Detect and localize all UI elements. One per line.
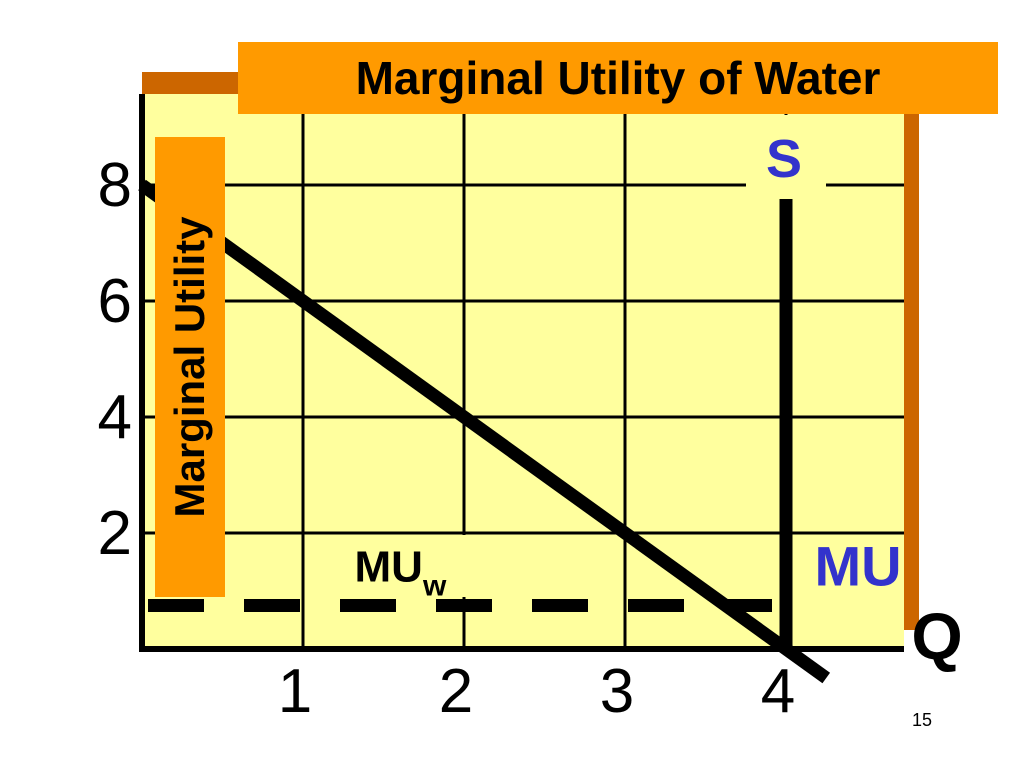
muw-label-main: MU xyxy=(355,543,423,592)
mu-curve xyxy=(138,179,831,684)
x-axis-label: Q xyxy=(911,599,962,673)
muw-label-subscript: w xyxy=(422,570,447,603)
frame-shadow-right xyxy=(903,110,919,630)
y-tick-label-4: 4 xyxy=(98,383,132,452)
title-box: Marginal Utility of Water xyxy=(238,42,998,114)
mu-curve-label: MU xyxy=(814,535,901,598)
supply-label: S xyxy=(766,129,802,189)
x-tick-label-2: 2 xyxy=(439,657,473,726)
supply-label-backdrop xyxy=(746,115,826,199)
frame-shadow-top xyxy=(142,72,242,94)
tick-labels: 1 2 3 4 2 4 6 8 xyxy=(98,151,796,726)
muw-label: MUw xyxy=(355,543,447,603)
x-tick-label-1: 1 xyxy=(278,657,312,726)
y-axis-label-box: Marginal Utility xyxy=(155,137,225,597)
axes xyxy=(139,94,904,652)
y-axis-label: Marginal Utility xyxy=(166,216,213,518)
y-tick-label-2: 2 xyxy=(98,499,132,568)
x-tick-label-4: 4 xyxy=(761,657,795,726)
x-tick-label-3: 3 xyxy=(600,657,634,726)
series-layer xyxy=(138,179,831,684)
y-tick-label-6: 6 xyxy=(98,267,132,336)
slide-number: 15 xyxy=(911,710,932,730)
chart-title: Marginal Utility of Water xyxy=(355,52,881,104)
muw-label-backdrop xyxy=(351,535,502,597)
y-tick-label-8: 8 xyxy=(98,151,132,220)
